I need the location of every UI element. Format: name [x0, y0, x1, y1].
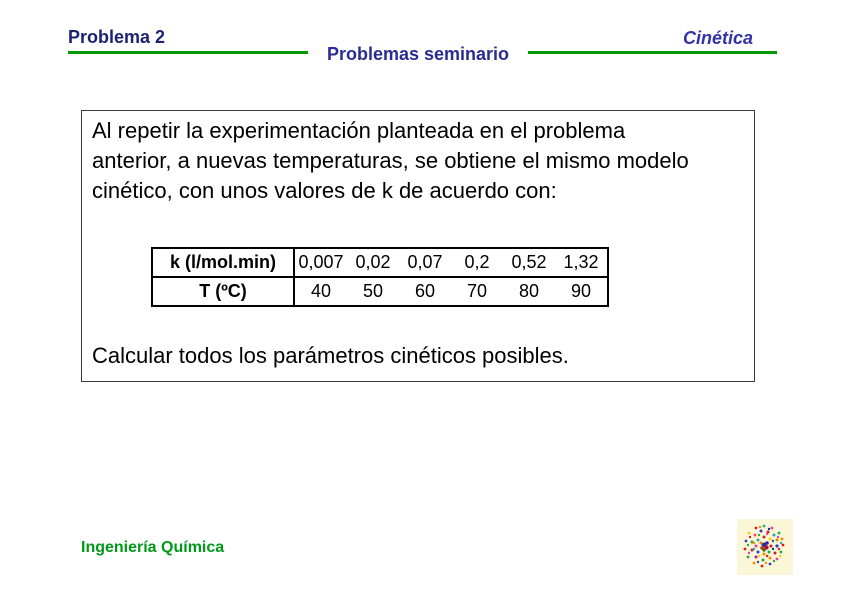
- temperature-value: 60: [414, 281, 436, 301]
- k-value: 0,07: [399, 248, 451, 278]
- paragraph-line: anterior, a nuevas temperaturas, se obti…: [92, 148, 689, 173]
- k-value: 0,2: [451, 248, 503, 278]
- row-header-k: k (l/mol.min): [152, 248, 295, 278]
- problem-task-line: Calcular todos los parámetros cinéticos …: [92, 343, 569, 368]
- kinetics-data-table: k (l/mol.min) 0,007 0,02 0,07 0,2 0,52 1…: [151, 247, 609, 307]
- temperature-value: 70: [466, 281, 488, 301]
- temperature-value: 80: [518, 281, 540, 301]
- header-subtitle: Problemas seminario: [308, 44, 528, 65]
- k-value: 0,52: [503, 248, 555, 278]
- header-rule-right: [528, 51, 777, 54]
- paragraph-line: cinético, con unos valores de k de acuer…: [92, 178, 557, 203]
- university-seal-logo: [737, 519, 793, 575]
- temperature-value: 50: [362, 281, 384, 301]
- k-value: 0,02: [347, 248, 399, 278]
- table-row-k: k (l/mol.min) 0,007 0,02 0,07 0,2 0,52 1…: [152, 248, 608, 278]
- temperature-value: 40: [310, 281, 332, 301]
- header-rule-left: [68, 51, 308, 54]
- k-value: 1,32: [555, 248, 608, 278]
- row-header-temperature: T (ºC): [152, 277, 295, 306]
- seal-speckles-icon: [743, 524, 785, 568]
- course-title: Cinética: [682, 28, 753, 48]
- problem-statement-box: Al repetir la experimentación planteada …: [81, 110, 755, 382]
- temperature-value: 90: [570, 281, 592, 301]
- paragraph-line: Al repetir la experimentación planteada …: [92, 118, 626, 143]
- department-name: Ingeniería Química: [81, 539, 225, 556]
- slide-title: Problema 2: [68, 27, 166, 47]
- k-value: 0,007: [294, 248, 347, 278]
- problem-paragraph: Al repetir la experimentación planteada …: [92, 116, 689, 206]
- table-row-temperature: T (ºC) 40 50 60 70 80 90: [152, 277, 608, 306]
